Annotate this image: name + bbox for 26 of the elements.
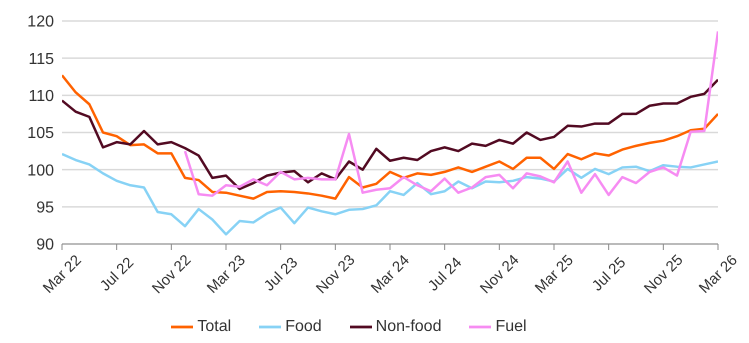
x-tick-label: Nov 23 bbox=[312, 252, 358, 298]
x-tick-label: Jul 23 bbox=[260, 254, 302, 295]
y-tick-label: 120 bbox=[27, 14, 54, 31]
legend-label: Total bbox=[197, 318, 232, 336]
y-tick-label: 95 bbox=[36, 200, 54, 217]
x-tick-label: Mar 23 bbox=[204, 252, 249, 297]
y-tick-label: 110 bbox=[28, 88, 54, 106]
line-series bbox=[62, 152, 718, 236]
x-tick-label: Mar 26 bbox=[696, 252, 741, 297]
x-tick-label: Nov 25 bbox=[640, 252, 686, 298]
x-tick-label: Jul 25 bbox=[588, 254, 630, 295]
y-tick-label: 105 bbox=[27, 125, 54, 142]
y-tick-label: 100 bbox=[27, 162, 54, 180]
y-tick-label: 115 bbox=[28, 50, 54, 68]
x-tick-label: Mar 22 bbox=[40, 252, 85, 297]
x-tick-label: Mar 24 bbox=[368, 252, 413, 297]
x-tick-label: Nov 22 bbox=[148, 252, 194, 298]
x-tick-label: Jul 24 bbox=[424, 254, 466, 295]
x-tick-label: Nov 24 bbox=[476, 252, 522, 298]
line-series bbox=[184, 30, 718, 197]
x-tick-label: Jul 22 bbox=[96, 254, 138, 295]
y-tick-label: 90 bbox=[36, 236, 54, 254]
x-tick-label: Mar 25 bbox=[532, 252, 577, 297]
legend-label: Non-food bbox=[376, 318, 442, 336]
legend-label: Food bbox=[285, 318, 322, 336]
legend-label: Fuel bbox=[495, 318, 527, 336]
